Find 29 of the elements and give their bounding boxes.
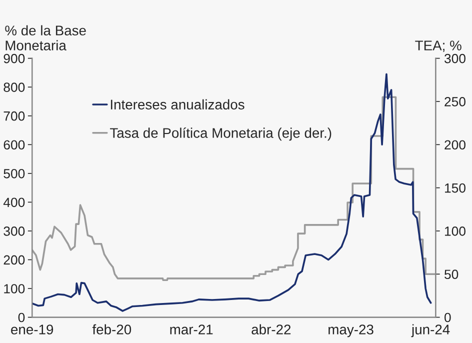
y-tick-label: 500 [4, 168, 25, 178]
y2-tick-label: 50 [444, 270, 458, 280]
y-tick-label: 900 [4, 54, 25, 64]
y-tick-label: 0 [18, 312, 25, 322]
y2-tick-label: 200 [444, 140, 466, 150]
y-tick-label: 600 [4, 140, 25, 150]
x-tick-label: mar-21 [170, 324, 213, 334]
y-axis-title: % de la Base Monetaria [5, 25, 86, 50]
y-tick-label: 700 [4, 111, 25, 121]
legend-label: Intereses anualizados [110, 99, 244, 110]
x-tick-label: abr-22 [252, 324, 291, 334]
y2-axis-title: TEA; % [415, 40, 462, 52]
x-tick-label: feb-20 [92, 324, 132, 334]
x-tick-label: may-23 [328, 324, 374, 338]
y-tick-label: 300 [4, 226, 25, 236]
x-tick-label: jun-24 [411, 324, 450, 338]
y2-tick-label: 0 [444, 312, 451, 322]
y2-tick-label: 100 [444, 226, 466, 236]
y2-tick-label: 150 [444, 183, 466, 193]
y2-tick-label: 300 [444, 54, 466, 64]
y-tick-label: 100 [4, 284, 25, 294]
y-tick-label: 200 [4, 255, 25, 265]
y-tick-label: 400 [3, 198, 25, 208]
line-series [32, 73, 432, 312]
y-tick-label: 800 [4, 82, 25, 92]
x-tick-label: ene-19 [11, 324, 54, 334]
legend-label: Tasa de Política Monetaria (eje der.) [110, 128, 332, 141]
y2-tick-label: 250 [444, 97, 466, 106]
line-series [32, 96, 436, 282]
